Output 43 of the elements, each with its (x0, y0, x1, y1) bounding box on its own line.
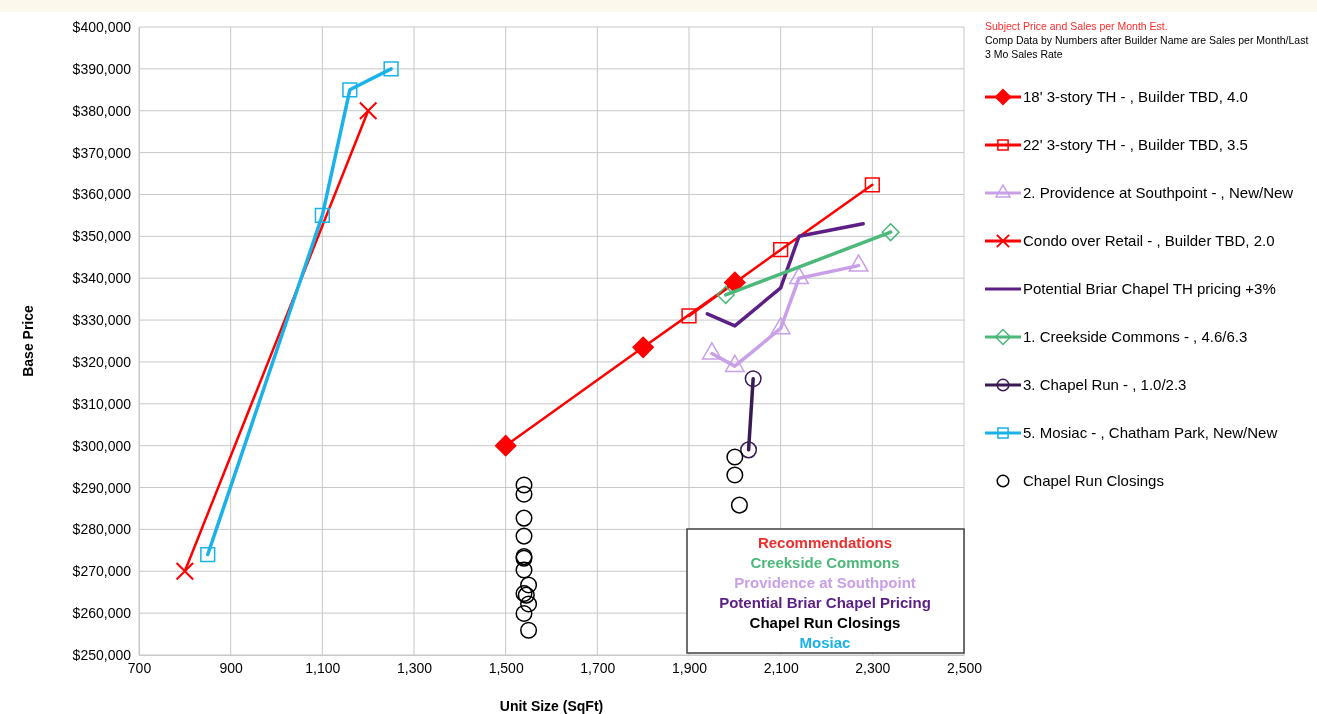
y-tick-label: $340,000 (72, 270, 132, 287)
y-tick-label: $300,000 (72, 437, 132, 454)
x-tick-label: 1,500 (488, 659, 524, 676)
legend-label: Potential Briar Chapel TH pricing +3% (1023, 280, 1276, 297)
y-tick-label: $330,000 (72, 312, 132, 329)
x-axis-title: Unit Size (SqFt) (499, 698, 604, 714)
x-tick-label: 1,700 (580, 659, 616, 676)
x-tick-label: 2,300 (855, 659, 891, 676)
x-tick-label: 900 (219, 659, 244, 676)
y-tick-label: $390,000 (72, 60, 132, 77)
x-tick-label: 2,500 (946, 659, 983, 676)
y-tick-label: $360,000 (72, 186, 132, 203)
text: Subject Price and Sales per Month Est. (985, 20, 1168, 32)
y-tick-label: $280,000 (72, 521, 132, 538)
annotation: Potential Briar Chapel Pricing (719, 594, 931, 611)
legend-label: Condo over Retail - , Builder TBD, 2.0 (1023, 232, 1275, 249)
legend-label: 5. Mosiac - , Chatham Park, New/New (1023, 424, 1278, 441)
y-tick-label: $380,000 (72, 102, 132, 119)
legend-label: 3. Chapel Run - , 1.0/2.3 (1023, 376, 1187, 393)
x-tick-label: 1,100 (305, 659, 341, 676)
y-tick-label: $270,000 (72, 563, 132, 580)
legend-label: 18' 3-story TH - , Builder TBD, 4.0 (1023, 88, 1248, 105)
y-axis-title: Base Price (20, 304, 36, 377)
x-tick-label: 2,100 (763, 659, 799, 676)
text: Comp Data by Numbers after Builder Name are Sales per Month/Last 3 Mo Sales Rate (985, 34, 1309, 60)
annotation: Recommendations (757, 534, 893, 551)
annotation: Providence at Southpoint (734, 574, 916, 591)
y-tick-label: $260,000 (72, 605, 132, 622)
legend-label: 22' 3-story TH - , Builder TBD, 3.5 (1023, 136, 1248, 153)
y-tick-label: $310,000 (72, 395, 132, 412)
y-tick-label: $400,000 (72, 18, 132, 35)
legend-label: 1. Creekside Commons - , 4.6/6.3 (1023, 328, 1248, 345)
y-tick-label: $370,000 (72, 144, 132, 161)
annotation: Creekside Commons (750, 554, 900, 571)
x-tick-label: 1,900 (671, 659, 708, 676)
annotation: Mosiac (799, 634, 851, 651)
y-tick-label: $290,000 (72, 479, 132, 496)
annotation: Chapel Run Closings (749, 614, 901, 631)
legend-label: Chapel Run Closings (1023, 472, 1164, 489)
y-tick-label: $320,000 (72, 353, 132, 370)
y-tick-label: $350,000 (72, 228, 132, 245)
x-tick-label: 1,300 (396, 659, 433, 676)
legend-label: 2. Providence at Southpoint - , New/New (1023, 184, 1294, 201)
